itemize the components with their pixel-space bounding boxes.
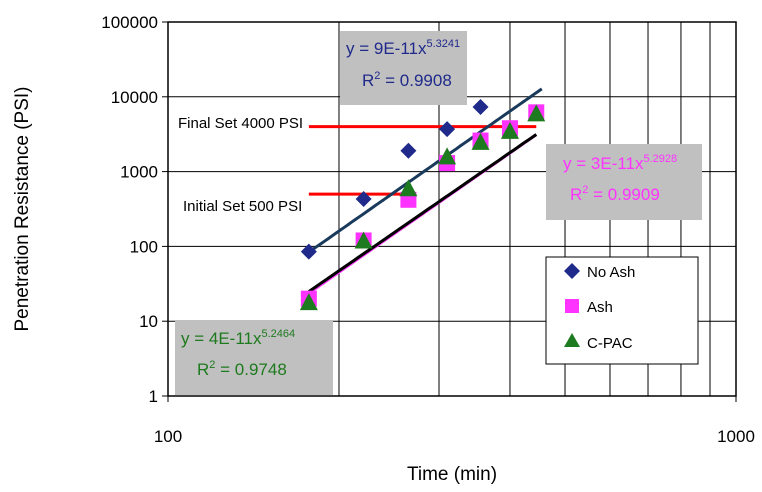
legend-diamond-marker (564, 263, 580, 279)
y-tick-label: 100 (130, 237, 158, 256)
y-tick-label: 1 (149, 387, 158, 406)
x-tick-label: 100 (154, 427, 182, 446)
legend-square-marker (565, 299, 579, 313)
y-tick-label: 10 (139, 312, 158, 331)
y-axis-label: Penetration Resistance (PSI) (12, 86, 33, 331)
r-squared-line: R2 = 0.9908 (362, 70, 452, 90)
equation-box-no-ash: y = 9E-11x5.3241 R2 = 0.9908 (340, 31, 467, 105)
y-tick-label: 10000 (111, 88, 158, 107)
legend-label: No Ash (587, 264, 635, 281)
r-squared-line: R2 = 0.9748 (197, 359, 287, 379)
data-point-diamond (300, 243, 317, 260)
data-point-diamond (355, 191, 372, 208)
initial-set-label: Initial Set 500 PSI (183, 198, 302, 215)
data-point-triangle (354, 231, 373, 249)
data-point-triangle (471, 132, 490, 150)
legend-item-c-pac: C-PAC (564, 333, 633, 352)
x-tick-label: 1000 (717, 427, 755, 446)
data-point-diamond (439, 121, 456, 138)
equation-box-background (340, 31, 467, 105)
data-markers (299, 99, 546, 311)
data-point-triangle (438, 147, 457, 165)
y-tick-label: 100000 (101, 13, 158, 32)
x-axis-label: Time (min) (407, 464, 497, 485)
legend-item-no-ash: No Ash (564, 263, 635, 281)
data-point-triangle (500, 121, 519, 139)
legend: No Ash Ash C-PAC (545, 256, 699, 365)
equation-line: y = 4E-11x5.2464 (181, 328, 295, 348)
data-point-diamond (472, 99, 489, 116)
y-tick-label: 1000 (120, 163, 158, 182)
data-point-triangle (299, 293, 318, 311)
trendline-no-ash (307, 87, 543, 254)
equation-line: y = 3E-11x5.2928 (563, 153, 677, 173)
equation-line: y = 9E-11x5.3241 (346, 38, 460, 58)
trendline-c-pac (307, 133, 538, 293)
legend-item-ash: Ash (565, 299, 613, 316)
legend-label: Ash (587, 299, 613, 316)
equation-box-background (546, 144, 702, 220)
equation-box-background (175, 320, 333, 395)
reference-line-labels: Final Set 4000 PSI Initial Set 500 PSI (178, 115, 303, 215)
equation-box-c-pac: y = 4E-11x5.2464 R2 = 0.9748 (175, 320, 333, 395)
axis-tick-labels: 1 10 100 1000 10000 100000 100 1000 (101, 13, 755, 446)
final-set-label: Final Set 4000 PSI (178, 115, 303, 132)
plot-area-frame (167, 21, 737, 397)
trendlines (307, 87, 543, 295)
data-point-triangle (527, 104, 546, 122)
legend-triangle-marker (564, 333, 580, 347)
data-point-diamond (400, 142, 417, 159)
legend-label: C-PAC (587, 335, 633, 352)
data-point-triangle (399, 179, 418, 197)
r-squared-line: R2 = 0.9909 (570, 184, 660, 204)
equation-box-ash: y = 3E-11x5.2928 R2 = 0.9909 (546, 144, 702, 220)
